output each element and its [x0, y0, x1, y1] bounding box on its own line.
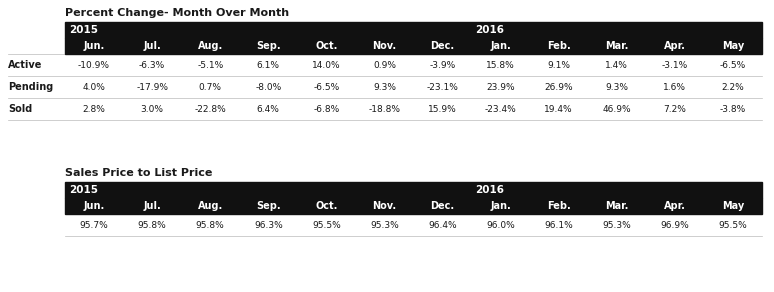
Text: Dec.: Dec.	[430, 201, 454, 211]
Text: 9.3%: 9.3%	[605, 83, 628, 91]
Text: Jun.: Jun.	[84, 201, 104, 211]
Text: Apr.: Apr.	[664, 201, 686, 211]
Text: 0.7%: 0.7%	[199, 83, 221, 91]
Text: Dec.: Dec.	[430, 41, 454, 51]
Text: 95.3%: 95.3%	[602, 220, 631, 230]
Text: 9.3%: 9.3%	[373, 83, 396, 91]
Text: 96.0%: 96.0%	[486, 220, 515, 230]
Text: -3.9%: -3.9%	[430, 60, 456, 69]
Text: 96.1%: 96.1%	[544, 220, 573, 230]
Text: May: May	[722, 41, 744, 51]
Text: -23.1%: -23.1%	[426, 83, 458, 91]
Text: 2015: 2015	[69, 185, 98, 195]
Text: 14.0%: 14.0%	[312, 60, 341, 69]
Text: 95.5%: 95.5%	[312, 220, 341, 230]
Text: Aug.: Aug.	[197, 41, 223, 51]
Text: Nov.: Nov.	[372, 201, 396, 211]
Text: Sales Price to List Price: Sales Price to List Price	[65, 168, 212, 178]
Text: 95.8%: 95.8%	[138, 220, 166, 230]
Text: Feb.: Feb.	[547, 201, 570, 211]
Text: Nov.: Nov.	[372, 41, 396, 51]
Text: Percent Change- Month Over Month: Percent Change- Month Over Month	[65, 8, 289, 18]
Bar	[65, 22, 762, 38]
Text: -8.0%: -8.0%	[255, 83, 282, 91]
Text: 2015: 2015	[69, 25, 98, 35]
Text: 6.1%: 6.1%	[257, 60, 279, 69]
Text: Jul.: Jul.	[143, 201, 161, 211]
Text: -3.8%: -3.8%	[720, 105, 746, 114]
Text: -23.4%: -23.4%	[485, 105, 516, 114]
Bar	[65, 198, 762, 214]
Text: -18.8%: -18.8%	[368, 105, 400, 114]
Text: Sep.: Sep.	[256, 41, 281, 51]
Text: 6.4%: 6.4%	[257, 105, 279, 114]
Text: 23.9%: 23.9%	[486, 83, 515, 91]
Text: -3.1%: -3.1%	[662, 60, 688, 69]
Text: Jun.: Jun.	[84, 41, 104, 51]
Text: Jan.: Jan.	[490, 201, 511, 211]
Text: 2016: 2016	[475, 185, 505, 195]
Text: -5.1%: -5.1%	[197, 60, 224, 69]
Text: May: May	[722, 201, 744, 211]
Text: 96.3%: 96.3%	[254, 220, 283, 230]
Text: Mar.: Mar.	[605, 41, 628, 51]
Text: Mar.: Mar.	[605, 201, 628, 211]
Text: 1.4%: 1.4%	[605, 60, 628, 69]
Text: -6.5%: -6.5%	[720, 60, 746, 69]
Bar	[65, 182, 762, 198]
Text: 2.8%: 2.8%	[83, 105, 105, 114]
Text: -17.9%: -17.9%	[136, 83, 168, 91]
Text: Jan.: Jan.	[490, 41, 511, 51]
Text: 1.6%: 1.6%	[663, 83, 687, 91]
Bar	[65, 38, 762, 54]
Text: 96.4%: 96.4%	[428, 220, 457, 230]
Text: -6.8%: -6.8%	[313, 105, 340, 114]
Text: 95.8%: 95.8%	[196, 220, 224, 230]
Text: -6.3%: -6.3%	[139, 60, 166, 69]
Text: 4.0%: 4.0%	[83, 83, 105, 91]
Text: 2.2%: 2.2%	[721, 83, 745, 91]
Text: Jul.: Jul.	[143, 41, 161, 51]
Text: -10.9%: -10.9%	[78, 60, 110, 69]
Text: Pending: Pending	[8, 82, 53, 92]
Text: 0.9%: 0.9%	[373, 60, 396, 69]
Text: 15.8%: 15.8%	[486, 60, 515, 69]
Text: Sep.: Sep.	[256, 201, 281, 211]
Text: 19.4%: 19.4%	[544, 105, 573, 114]
Text: Oct.: Oct.	[315, 41, 337, 51]
Text: 7.2%: 7.2%	[663, 105, 687, 114]
Text: 15.9%: 15.9%	[428, 105, 457, 114]
Text: 3.0%: 3.0%	[141, 105, 163, 114]
Text: 46.9%: 46.9%	[602, 105, 631, 114]
Text: 96.9%: 96.9%	[660, 220, 690, 230]
Text: 95.5%: 95.5%	[718, 220, 748, 230]
Text: 26.9%: 26.9%	[544, 83, 573, 91]
Text: 2016: 2016	[475, 25, 505, 35]
Text: Sold: Sold	[8, 104, 33, 114]
Text: Oct.: Oct.	[315, 201, 337, 211]
Text: Aug.: Aug.	[197, 201, 223, 211]
Text: -6.5%: -6.5%	[313, 83, 340, 91]
Text: Active: Active	[8, 60, 43, 70]
Text: Feb.: Feb.	[547, 41, 570, 51]
Text: 95.3%: 95.3%	[370, 220, 399, 230]
Text: -22.8%: -22.8%	[194, 105, 226, 114]
Text: 95.7%: 95.7%	[80, 220, 108, 230]
Text: 9.1%: 9.1%	[547, 60, 570, 69]
Text: Apr.: Apr.	[664, 41, 686, 51]
